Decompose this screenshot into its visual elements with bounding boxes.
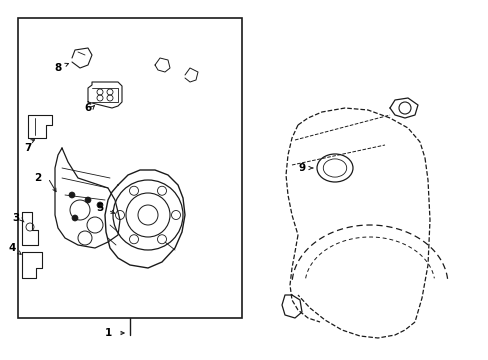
Text: 4: 4 (8, 243, 16, 253)
Text: 9: 9 (298, 163, 305, 173)
Circle shape (85, 197, 91, 203)
Text: 1: 1 (104, 328, 111, 338)
Text: 8: 8 (54, 63, 61, 73)
Text: 6: 6 (84, 103, 91, 113)
Circle shape (69, 192, 75, 198)
Text: 3: 3 (12, 213, 20, 223)
Text: 7: 7 (24, 143, 32, 153)
Circle shape (72, 215, 78, 221)
Text: 2: 2 (34, 173, 41, 183)
Text: 5: 5 (96, 203, 103, 213)
Bar (18, 18, 242, 318)
Circle shape (97, 202, 103, 208)
